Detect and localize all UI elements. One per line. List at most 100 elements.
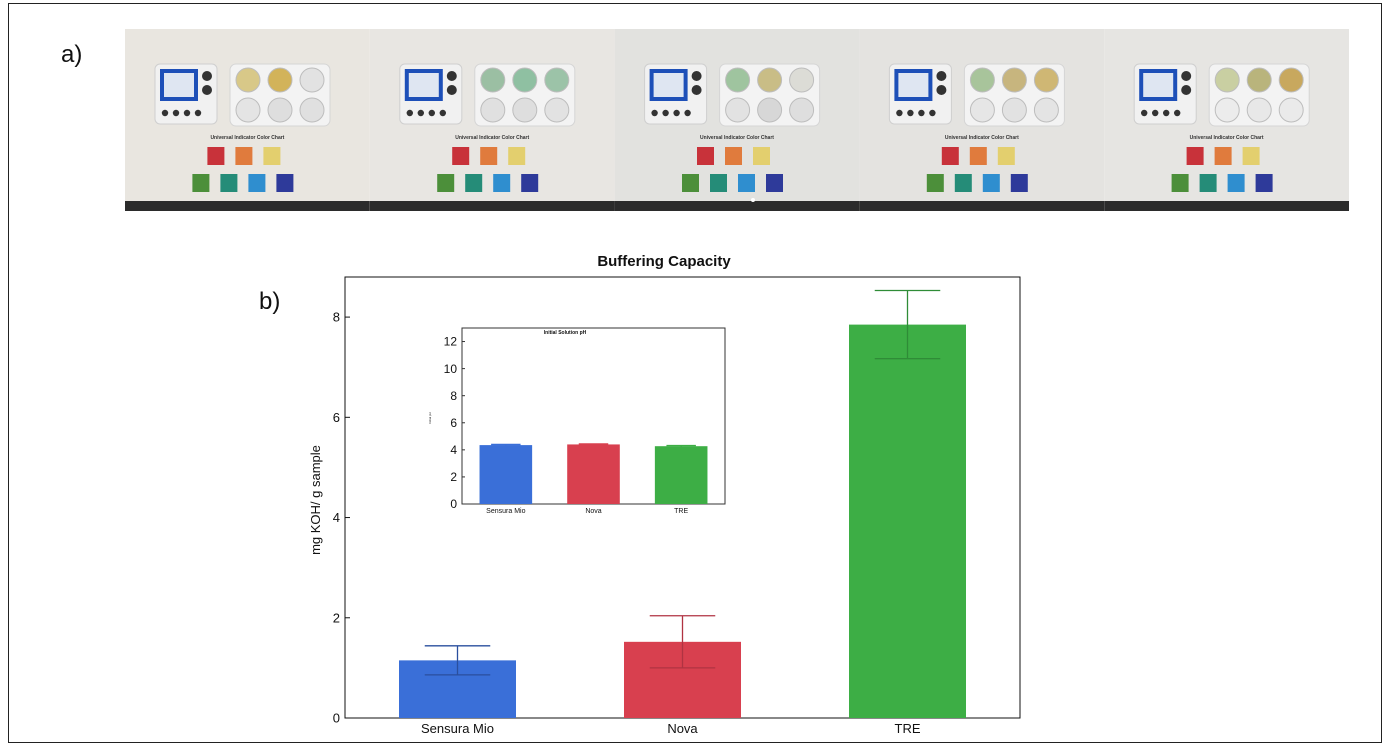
inset-y-axis-label: Initial pH (428, 412, 432, 424)
indicator-photo-3: Universal Indicator Color Chart (614, 29, 860, 211)
y-axis-label: mg KOH/ g sample (308, 445, 323, 555)
bar-tre (849, 324, 966, 718)
sample-well (757, 67, 783, 93)
sample-well (235, 97, 261, 123)
sample-well (267, 97, 293, 123)
table-edge (614, 201, 860, 211)
timer-button (1174, 109, 1181, 117)
timer-button (161, 109, 169, 117)
initial-ph-inset-chart: Initial Solution pH Initial pH 0 2 4 6 8 10 12… (428, 327, 726, 515)
timer-button (428, 109, 435, 117)
x-category-label: Nova (667, 721, 698, 736)
timer-button (936, 85, 947, 95)
sample-well (1033, 97, 1059, 123)
indicator-photo-5: Universal Indicator Color Chart (1104, 29, 1349, 211)
color-chart-caption: Universal Indicator Color Chart (210, 135, 284, 141)
bar-sensura-mio (479, 445, 533, 504)
table-edge (1104, 201, 1349, 211)
timer-button (651, 109, 658, 117)
timer-button (1181, 85, 1192, 95)
panel-b-label: b) (259, 288, 280, 315)
sample-well (1278, 97, 1304, 123)
ph-swatch (437, 174, 455, 192)
x-category-label: TRE (674, 508, 688, 515)
timer-digits (164, 73, 194, 97)
sample-well (480, 67, 506, 93)
timer-button (183, 109, 191, 117)
ph-swatch (1242, 147, 1260, 165)
sample-well (544, 97, 570, 123)
ph-swatch (192, 174, 210, 192)
y-tick-label: 4 (333, 510, 340, 525)
timer-digits (1143, 73, 1174, 97)
y-tick-label: 6 (333, 410, 340, 425)
chart-title: Buffering Capacity (597, 253, 731, 270)
ph-swatch (1255, 174, 1273, 192)
sample-well (789, 67, 815, 93)
color-chart-caption: Universal Indicator Color Chart (945, 135, 1019, 141)
timer-button (202, 71, 212, 81)
ph-swatch (753, 147, 770, 165)
photo-strip: Universal Indicator Color Chart Universal… (125, 29, 1349, 211)
table-edge (369, 201, 615, 211)
sample-well (512, 67, 538, 93)
panel-a-label: a) (61, 41, 82, 68)
color-chart-caption: Universal Indicator Color Chart (455, 135, 529, 141)
ph-swatch (710, 174, 727, 192)
ph-swatch (263, 147, 281, 165)
sample-well (1033, 67, 1059, 93)
y-tick-label: 0 (333, 711, 340, 726)
sample-well (512, 97, 538, 123)
ph-swatch (480, 147, 498, 165)
timer-button (194, 109, 202, 117)
timer-button (936, 71, 947, 81)
timer-button (691, 71, 702, 81)
indicator-photo-2: Universal Indicator Color Chart (369, 29, 615, 211)
inset-title: Initial Solution pH (544, 330, 587, 336)
ph-swatch (1186, 147, 1204, 165)
ph-swatch (682, 174, 699, 192)
ph-swatch (493, 174, 511, 192)
y-tick-label: 8 (333, 310, 340, 325)
ph-swatch (220, 174, 238, 192)
sample-well (1278, 67, 1304, 93)
sample-well (544, 67, 570, 93)
ph-swatch (982, 174, 1000, 192)
y-tick-label: 2 (333, 610, 340, 625)
ph-swatch (276, 174, 294, 192)
ph-swatch (1010, 174, 1028, 192)
x-category-label: Sensura Mio (421, 721, 494, 736)
timer-digits (408, 73, 439, 97)
indicator-photo-4: Universal Indicator Color Chart (859, 29, 1105, 211)
ph-swatch (766, 174, 783, 192)
sample-well (1214, 67, 1240, 93)
sample-well (1214, 97, 1240, 123)
ph-swatch (1227, 174, 1245, 192)
buffering-capacity-chart: Buffering Capacity mg KOH/ g sample 0 2 4 6… (308, 253, 1021, 736)
ph-swatch (207, 147, 225, 165)
ph-swatch (465, 174, 483, 192)
timer-button (406, 109, 413, 117)
timer-button (929, 109, 936, 117)
timer-digits (653, 73, 684, 97)
bar-nova (567, 444, 620, 504)
timer-button (1163, 109, 1170, 117)
ph-swatch (521, 174, 539, 192)
timer-button (417, 109, 424, 117)
sample-well (969, 67, 995, 93)
sample-well (1246, 97, 1272, 123)
color-chart-caption: Universal Indicator Color Chart (1190, 135, 1264, 141)
sample-well (789, 97, 815, 123)
y-tick-label: 2 (450, 470, 457, 484)
timer-button (172, 109, 180, 117)
ph-swatch (941, 147, 959, 165)
ph-swatch (1171, 174, 1189, 192)
sample-well (480, 97, 506, 123)
ph-swatch (738, 174, 755, 192)
timer-button (446, 85, 457, 95)
timer-button (907, 109, 914, 117)
ph-swatch (248, 174, 266, 192)
timer-button (439, 109, 446, 117)
sample-well (235, 67, 261, 93)
ph-swatch (1214, 147, 1232, 165)
